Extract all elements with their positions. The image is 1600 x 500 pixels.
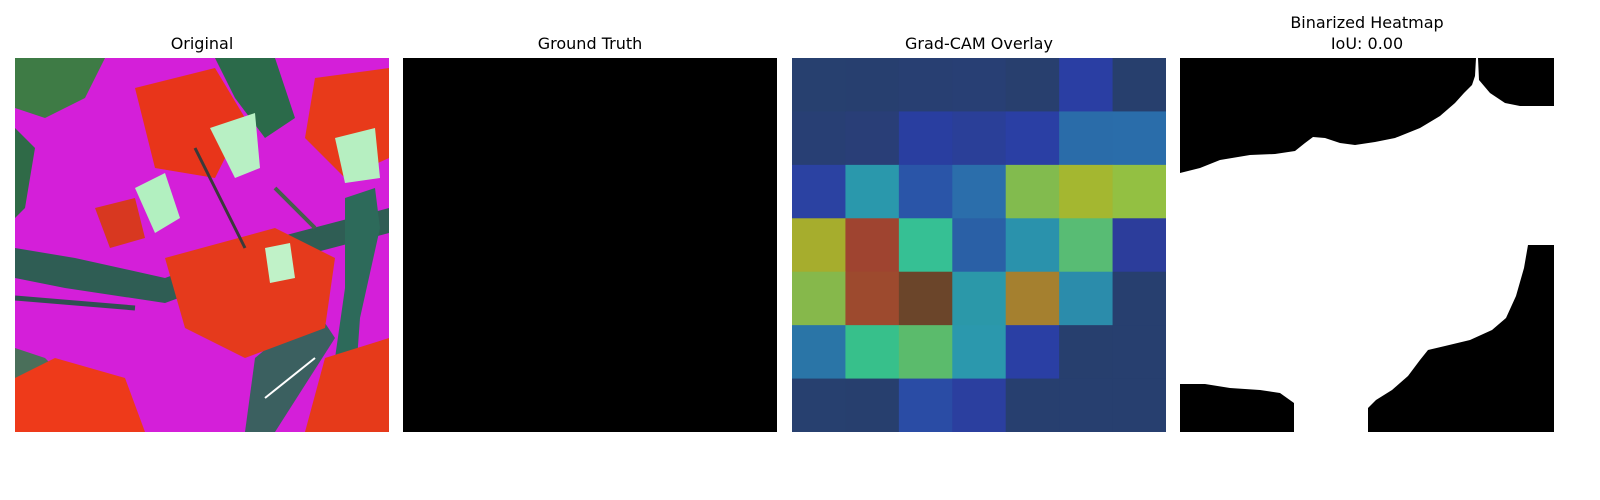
gradcam-cell: [1059, 111, 1114, 166]
gradcam-cell: [1005, 58, 1060, 112]
gradcam-cell: [1005, 111, 1060, 166]
ground-truth-mask: [403, 58, 777, 432]
gradcam-cell: [1112, 111, 1166, 166]
original-image: [15, 58, 389, 432]
gradcam-cell: [792, 111, 846, 166]
gradcam-cell: [1005, 218, 1060, 273]
binarized-heatmap-title: Binarized Heatmap: [1290, 13, 1444, 32]
gradcam-cell: [1005, 164, 1060, 219]
gradcam-cell: [898, 325, 953, 380]
gradcam-cell: [952, 164, 1007, 219]
gradcam-cell: [1005, 325, 1060, 380]
original-title: Original: [170, 34, 234, 53]
gradcam-cell: [898, 111, 953, 166]
gradcam-cell: [845, 111, 900, 166]
gradcam-cell: [792, 378, 846, 432]
gradcam-cell: [845, 164, 900, 219]
gradcam-cell: [1059, 378, 1114, 432]
gradcam-cell: [952, 271, 1007, 326]
gradcam-cell: [898, 378, 953, 432]
ground-truth-title: Ground Truth: [537, 34, 643, 53]
gradcam-overlay: [792, 58, 1166, 432]
gradcam-cell: [845, 378, 900, 432]
gradcam-cell: [1059, 164, 1114, 219]
gradcam-cell: [792, 164, 846, 219]
iou-label: IoU: 0.00: [1330, 34, 1404, 53]
gradcam-cell: [792, 271, 846, 326]
gradcam-cell: [792, 58, 846, 112]
gradcam-cell: [1059, 325, 1114, 380]
gradcam-cell: [898, 271, 953, 326]
gradcam-cell: [845, 58, 900, 112]
gradcam-cell: [1112, 378, 1166, 432]
gradcam-cell: [898, 58, 953, 112]
gradcam-heatmap-grid: [792, 58, 1166, 432]
gradcam-cell: [845, 271, 900, 326]
gradcam-cell: [952, 111, 1007, 166]
gradcam-cell: [1005, 378, 1060, 432]
gradcam-cell: [952, 378, 1007, 432]
gradcam-cell: [1005, 271, 1060, 326]
gradcam-cell: [845, 325, 900, 380]
gradcam-cell: [898, 164, 953, 219]
gradcam-cell: [792, 325, 846, 380]
gradcam-cell: [845, 218, 900, 273]
gradcam-cell: [792, 218, 846, 273]
gradcam-cell: [1059, 218, 1114, 273]
gradcam-cell: [1112, 164, 1166, 219]
gradcam-cell: [952, 218, 1007, 273]
gradcam-cell: [898, 218, 953, 273]
gradcam-cell: [952, 325, 1007, 380]
gradcam-cell: [1112, 271, 1166, 326]
gradcam-cell: [1112, 325, 1166, 380]
gradcam-cell: [1059, 271, 1114, 326]
gradcam-cell: [1112, 58, 1166, 112]
gradcam-cell: [1112, 218, 1166, 273]
gradcam-cell: [1059, 58, 1114, 112]
gradcam-cell: [952, 58, 1007, 112]
gradcam-overlay-title: Grad-CAM Overlay: [905, 34, 1053, 53]
binarized-heatmap: [1180, 58, 1554, 432]
